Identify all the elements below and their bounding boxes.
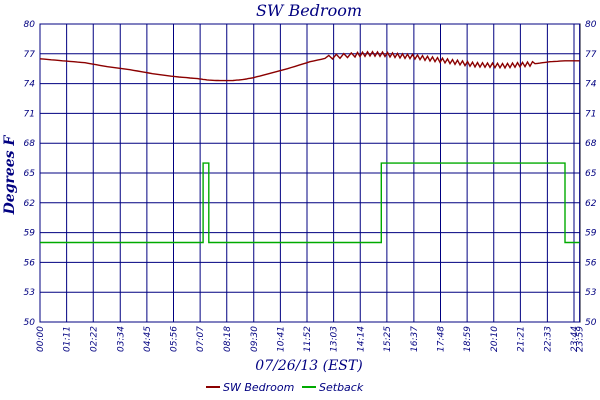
y-tick-label-right: 65 (585, 169, 597, 179)
legend: SW Bedroom Setback (206, 381, 364, 394)
legend-label: Setback (319, 381, 364, 394)
y-tick-label: 53 (24, 288, 36, 298)
x-tick-label: 09:30 (250, 326, 260, 352)
y-axis-title: Degrees F (2, 135, 18, 216)
y-tick-label-right: 77 (585, 50, 597, 60)
x-tick-label: 14:14 (356, 326, 366, 352)
x-tick-label: 05:56 (170, 326, 180, 352)
y-tick-label: 74 (24, 80, 36, 90)
grid (39, 23, 581, 323)
series-layer (39, 50, 580, 244)
x-tick-label: 21:21 (516, 326, 526, 352)
x-tick-label: 10:41 (276, 326, 286, 352)
y-axis-right: 50 53 56 59 62 65 68 71 74 77 80 (585, 20, 597, 328)
x-tick-label: 16:37 (410, 326, 420, 352)
y-tick-label-right: 50 (585, 318, 597, 328)
series-line-sw-bedroom (39, 50, 580, 82)
x-tick-label: 18:59 (463, 326, 473, 352)
x-tick-label: 02:22 (89, 326, 99, 352)
y-tick-label: 77 (24, 50, 36, 60)
legend-label: SW Bedroom (223, 381, 294, 394)
y-tick-label-right: 74 (585, 80, 597, 90)
y-tick-label-right: 62 (585, 199, 597, 209)
x-tick-label: 00:00 (36, 326, 46, 352)
y-tick-label: 59 (24, 229, 36, 239)
x-tick-label: 07:07 (196, 326, 206, 352)
x-tick-label: 01:11 (63, 326, 73, 352)
x-tick-label: 04:45 (143, 326, 153, 352)
x-tick-label: 03:34 (116, 326, 126, 352)
y-tick-label-right: 59 (585, 229, 597, 239)
x-tick-label: 13:03 (330, 326, 340, 352)
y-tick-label-right: 53 (585, 288, 597, 298)
y-tick-label: 62 (24, 199, 36, 209)
y-tick-label: 50 (24, 318, 36, 328)
y-tick-label: 68 (24, 139, 36, 149)
x-tick-label: 17:48 (437, 326, 447, 352)
y-tick-label: 65 (24, 169, 36, 179)
x-tick-label: 23:59 (576, 326, 586, 352)
y-tick-label-right: 80 (585, 20, 597, 30)
y-axis-left: 50 53 56 59 62 65 68 71 74 77 80 (24, 20, 36, 328)
y-tick-label: 80 (24, 20, 36, 30)
x-tick-label: 23:44 (570, 326, 580, 352)
y-tick-label: 56 (24, 258, 36, 268)
x-axis: 00:00 01:11 02:22 03:34 04:45 05:56 07:07 08:18… (36, 326, 586, 352)
x-tick-label: 22:33 (543, 326, 553, 352)
y-tick-label-right: 68 (585, 139, 597, 149)
y-tick-label-right: 56 (585, 258, 597, 268)
x-axis-title: 07/26/13 (EST) (255, 358, 362, 374)
legend-item: SW Bedroom (206, 381, 294, 394)
y-tick-label: 71 (24, 109, 35, 119)
y-tick-label-right: 71 (585, 109, 596, 119)
series-line-setback (40, 162, 580, 244)
x-tick-label: 20:10 (490, 326, 500, 352)
legend-item: Setback (302, 381, 364, 394)
chart-title: SW Bedroom (256, 1, 362, 20)
x-tick-label: 11:52 (303, 326, 313, 352)
x-tick-label: 15:25 (383, 326, 393, 352)
x-tick-label: 08:18 (223, 326, 233, 352)
